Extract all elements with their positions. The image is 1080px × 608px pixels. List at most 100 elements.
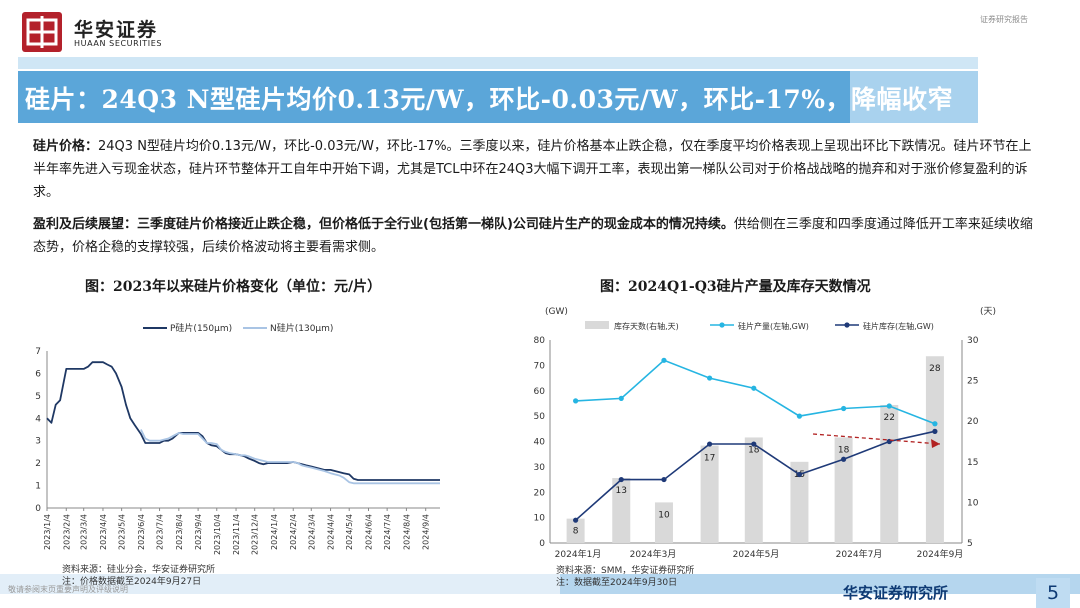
logo-text-en: HUAAN SECURITIES bbox=[74, 39, 163, 48]
legend-swatch bbox=[585, 321, 609, 329]
y-right-tick-label: 30 bbox=[967, 336, 979, 346]
inventory-line-point bbox=[573, 517, 579, 523]
chart1-source: 资料来源：硅业分会，华安证券研究所 bbox=[62, 565, 216, 575]
y-left-tick-label: 30 bbox=[534, 463, 546, 473]
legend-label: 硅片库存(左轴,GW) bbox=[863, 321, 934, 331]
paragraph-price-text: 24Q3 N型硅片均价0.13元/W，环比-0.03元/W，环比-17%。三季度… bbox=[33, 139, 1032, 200]
output-inventory-chart: (GW) (天) 0 10 20 30 40 50 60 70 80 5 10 15 20 25 30 2024年… bbox=[534, 307, 996, 560]
y-tick-label: 2 bbox=[35, 459, 41, 469]
x-tick-label: 2024年7月 bbox=[836, 548, 883, 560]
y-right-unit-label: (天) bbox=[980, 307, 996, 317]
legend-swatch-marker bbox=[844, 322, 850, 328]
paragraph-outlook-text: 供给侧在三季度和四季度通过降低开工率来延续收缩态势，价格企稳的支撑较强，后续价格… bbox=[33, 217, 1033, 255]
y-tick-label: 7 bbox=[35, 347, 41, 357]
bar-data-label: 10 bbox=[658, 510, 670, 520]
x-tick-label: 2023/10/4 bbox=[213, 514, 222, 555]
x-tick-label: 2024/6/4 bbox=[364, 514, 373, 550]
inventory-days-bar bbox=[566, 518, 585, 543]
title-bar bbox=[18, 71, 978, 123]
y-tick-label: 3 bbox=[35, 437, 41, 447]
x-tick-label: 2023/11/4 bbox=[232, 514, 241, 555]
x-tick-label: 2023/9/4 bbox=[194, 514, 203, 550]
chart2-source: 资料来源：SMM，华安证券研究所 bbox=[556, 566, 695, 576]
x-tick-label: 2023/3/4 bbox=[80, 514, 89, 550]
series-line-n-wafer bbox=[140, 429, 440, 485]
bar-data-label: 8 bbox=[573, 527, 579, 537]
x-tick-label: 2024年5月 bbox=[733, 548, 780, 560]
output-line-point bbox=[573, 398, 579, 404]
inventory-days-bar bbox=[925, 356, 944, 543]
inventory-line-point bbox=[661, 476, 667, 483]
title-bar-accent bbox=[850, 71, 978, 123]
y-tick-label: 1 bbox=[35, 482, 41, 492]
bar-data-label: 22 bbox=[884, 413, 895, 423]
x-tick-label: 2023/12/4 bbox=[251, 514, 260, 555]
inventory-line-point bbox=[707, 441, 713, 447]
x-tick-label: 2024/5/4 bbox=[345, 514, 354, 550]
inventory-line-point bbox=[932, 428, 938, 434]
y-tick-label: 0 bbox=[35, 504, 41, 514]
paragraph-price: 硅片价格：24Q3 N型硅片均价0.13元/W，环比-0.03元/W，环比-17… bbox=[33, 135, 1043, 204]
inventory-days-bar bbox=[744, 437, 763, 543]
page-number: 5 bbox=[1036, 578, 1070, 608]
x-tick-label: 2024/3/4 bbox=[307, 514, 316, 550]
inventory-line-point bbox=[796, 471, 803, 478]
disclaimer: 敬请参阅末页重要声明及评级说明 bbox=[8, 585, 128, 594]
x-tick-label: 2024/8/4 bbox=[402, 514, 411, 550]
legend-label: 库存天数(右轴,天) bbox=[614, 321, 679, 331]
x-tick-label: 2023/4/4 bbox=[99, 514, 108, 550]
trend-arrow-head bbox=[931, 439, 940, 448]
y-left-tick-label: 60 bbox=[534, 387, 546, 397]
legend-swatch-marker bbox=[719, 322, 725, 328]
y-left-tick-label: 10 bbox=[534, 514, 546, 524]
x-tick-label: 2023/2/4 bbox=[62, 514, 71, 550]
legend-label: 硅片产量(左轴,GW) bbox=[738, 321, 809, 331]
output-line-point bbox=[796, 413, 803, 419]
output-line-point bbox=[751, 385, 757, 391]
page-title: 硅片：24Q3 N型硅片均价0.13元/W，环比-0.03元/W，环比-17%，… bbox=[25, 85, 954, 114]
y-right-tick-label: 5 bbox=[967, 539, 973, 549]
inventory-days-bar bbox=[612, 478, 631, 543]
bar-data-label: 28 bbox=[929, 364, 941, 374]
legend-label: P硅片(150μm) bbox=[170, 322, 232, 334]
paragraph-outlook-lead: 盈利及后续展望：三季度硅片价格接近止跌企稳，但价格低于全行业(包括第一梯队)公司… bbox=[33, 217, 734, 232]
inventory-days-bar bbox=[700, 445, 719, 543]
series-line-p-wafer bbox=[46, 361, 440, 481]
x-tick-label: 2024/1/4 bbox=[270, 514, 279, 550]
y-tick-label: 4 bbox=[35, 414, 41, 424]
price-chart: 0 1 2 3 4 5 6 7 2023/1/4 2023/2/4 2023/3/4 2023/4/4… bbox=[35, 322, 440, 555]
y-right-tick-label: 15 bbox=[967, 458, 978, 468]
y-left-tick-label: 0 bbox=[539, 539, 545, 549]
x-tick-label: 2024/4/4 bbox=[327, 514, 336, 550]
header-band bbox=[18, 57, 978, 69]
chart1-note: 注：价格数据截至2024年9月27日 bbox=[62, 577, 202, 587]
logo-emblem bbox=[22, 12, 62, 52]
inventory-days-bar bbox=[880, 404, 899, 543]
x-tick-label: 2024年3月 bbox=[630, 548, 677, 560]
inventory-line-point bbox=[618, 476, 624, 483]
footer-band-accent bbox=[560, 574, 1080, 594]
x-tick-label: 2023/1/4 bbox=[43, 514, 52, 550]
company-logo: 华安证券 HUAAN SECURITIES bbox=[22, 12, 172, 54]
legend-label: N硅片(130μm) bbox=[270, 322, 333, 334]
x-tick-label: 2024年9月 bbox=[917, 548, 964, 560]
x-tick-label: 2023/6/4 bbox=[137, 514, 146, 550]
output-line-point bbox=[932, 421, 938, 427]
bar-data-label: 17 bbox=[704, 454, 715, 464]
y-tick-label: 5 bbox=[35, 392, 41, 402]
x-tick-label: 2024/2/4 bbox=[289, 514, 298, 550]
trend-arrow bbox=[812, 433, 941, 445]
bar-data-label: 18 bbox=[838, 445, 850, 455]
output-line-point bbox=[886, 403, 892, 409]
output-line-point bbox=[618, 395, 624, 401]
inventory-line-point bbox=[841, 456, 847, 462]
output-line-point bbox=[707, 375, 713, 381]
inventory-days-bar bbox=[790, 461, 809, 543]
inventory-days-bar bbox=[834, 437, 853, 543]
x-tick-label: 2024/7/4 bbox=[383, 514, 392, 550]
logo-text-cn: 华安证券 bbox=[74, 19, 159, 41]
y-tick-label: 6 bbox=[35, 369, 41, 379]
y-left-tick-label: 40 bbox=[534, 438, 546, 448]
paragraph-price-lead: 硅片价格： bbox=[33, 139, 99, 154]
paragraph-outlook: 盈利及后续展望：三季度硅片价格接近止跌企稳，但价格低于全行业(包括第一梯队)公司… bbox=[33, 213, 1043, 259]
